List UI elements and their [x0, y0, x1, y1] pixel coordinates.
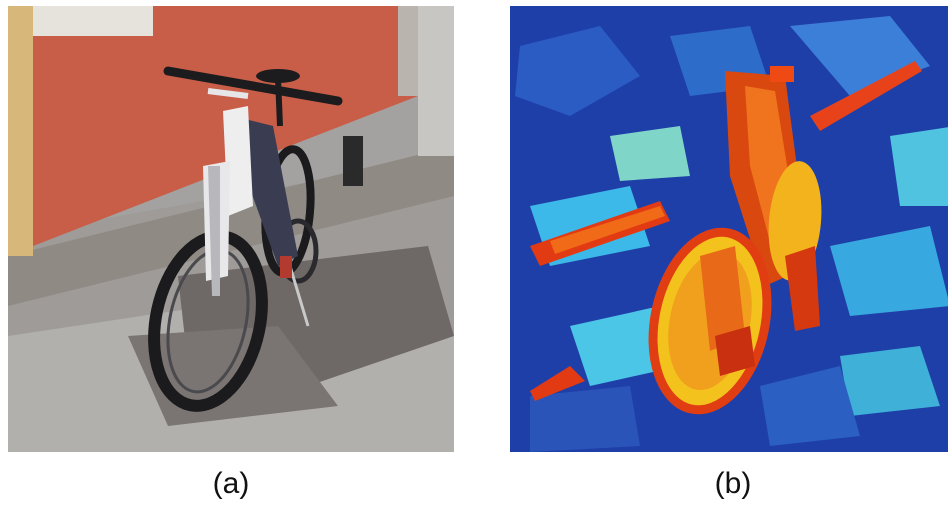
saliency-heatmap-illustration — [510, 6, 948, 452]
caption-a: (a) — [212, 467, 250, 500]
caption-b: (b) — [714, 467, 752, 500]
saliency-heatmap — [510, 6, 948, 452]
bicycle-photo-illustration — [8, 6, 454, 452]
bicycle-photo — [8, 6, 454, 452]
